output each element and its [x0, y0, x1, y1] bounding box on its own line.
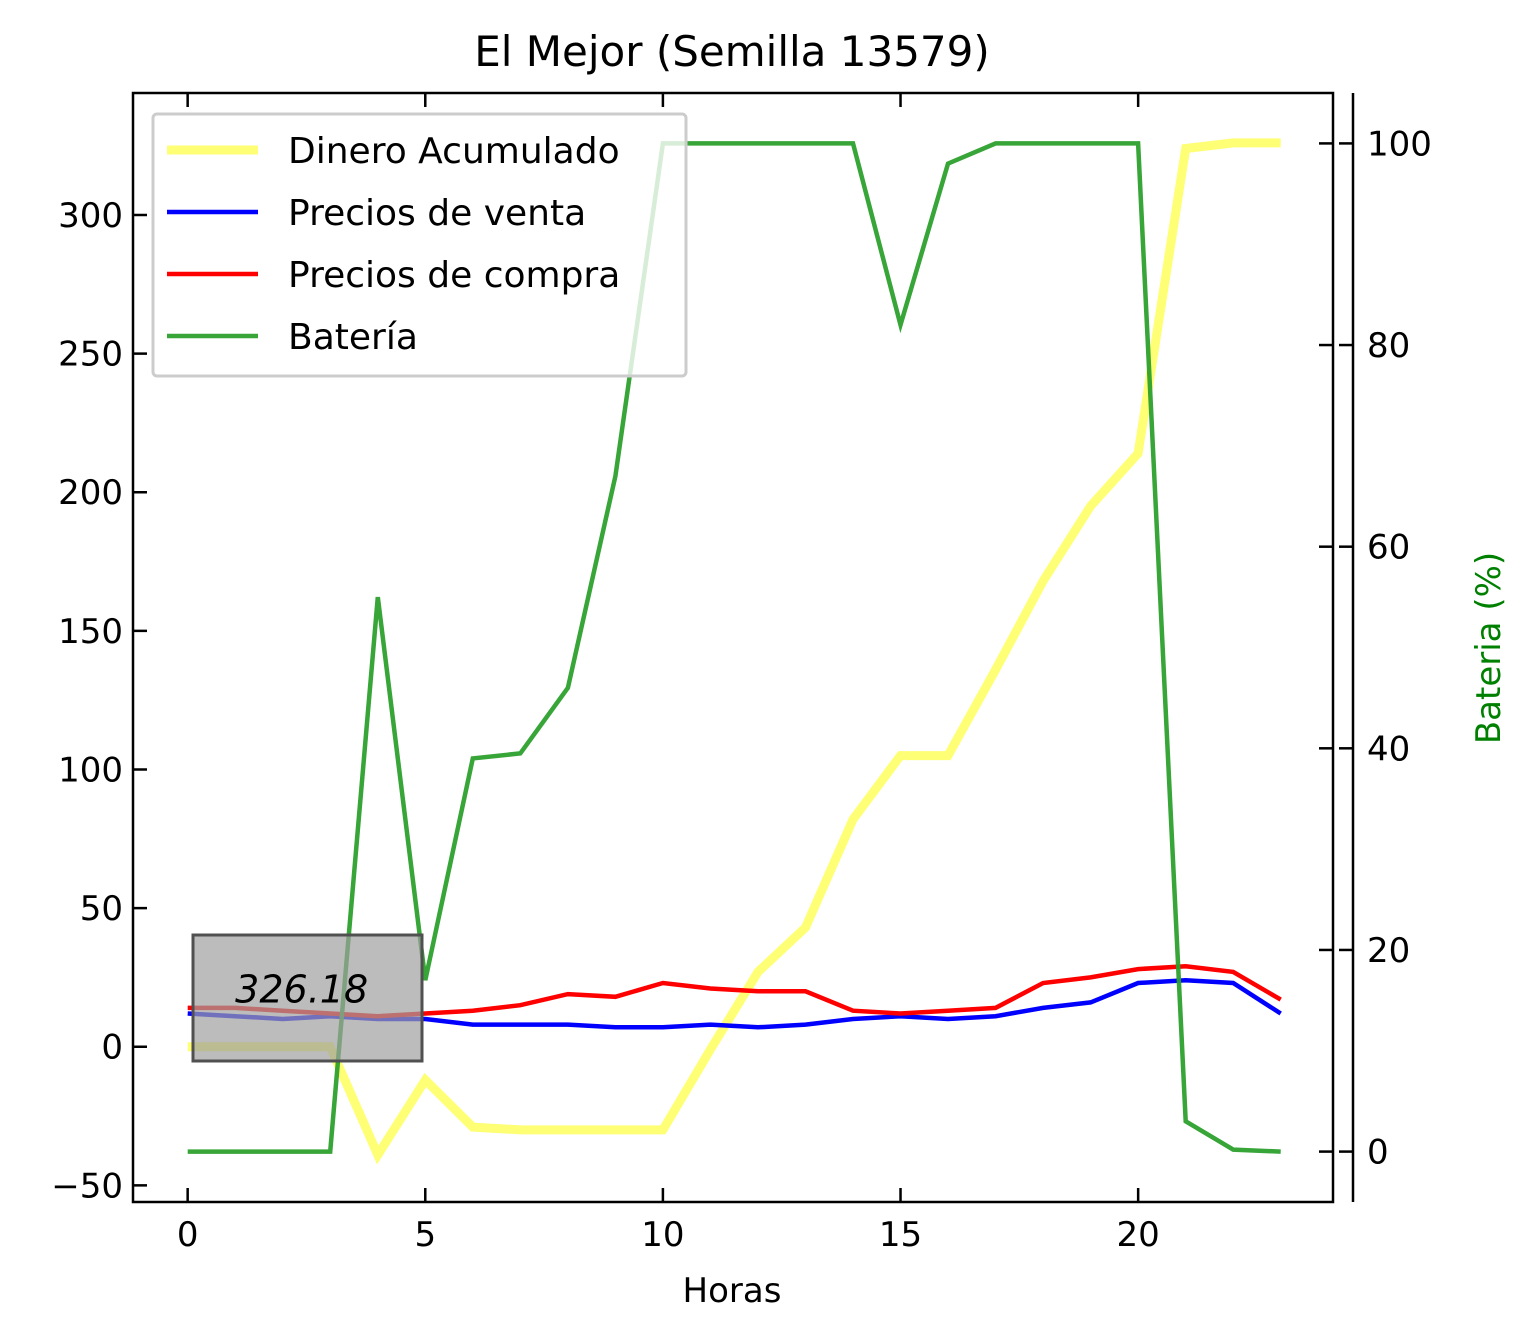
- legend-label: Precios de venta: [288, 193, 586, 234]
- series-line-0: [187, 138, 1281, 1165]
- legend-box: [151, 112, 688, 378]
- y2-tick-label: 80: [1367, 326, 1410, 366]
- x-tick-label: 20: [1117, 1215, 1160, 1255]
- legend: Dinero Acumulado Precios de venta Precios …: [151, 112, 688, 378]
- x-tick-label: 15: [879, 1215, 922, 1255]
- x-tick-label: 10: [641, 1215, 684, 1255]
- legend-label: Batería: [288, 317, 418, 358]
- y-tick-label: 50: [80, 889, 123, 929]
- chart-title: El Mejor (Semilla 13579): [474, 27, 990, 76]
- y-tick-label: −50: [51, 1166, 123, 1206]
- annotation-box: [191, 933, 424, 1063]
- y-tick-label: 100: [58, 750, 123, 790]
- y2-tick-label: 0: [1367, 1133, 1389, 1173]
- legend-label: Precios de compra: [288, 255, 620, 296]
- axes: 0 5 10 15 20 −50 0 50 100 150 200 250 300 0 20 40 60 80 10…: [51, 91, 1432, 1255]
- y-tick-label: 0: [101, 1028, 123, 1068]
- x-tick-label: 5: [414, 1215, 436, 1255]
- x-axis-label: Horas: [683, 1271, 782, 1311]
- y2-tick-label: 60: [1367, 528, 1410, 568]
- y-tick-label: 250: [58, 335, 123, 375]
- y2-axis-label: Bateria (%): [1469, 552, 1509, 744]
- annotations: 326.18: [191, 933, 424, 1063]
- y-tick-label: 200: [58, 473, 123, 513]
- axes-frame: [131, 91, 1335, 1204]
- y2-tick-label: 100: [1367, 124, 1432, 164]
- annotation-text: 326.18: [235, 967, 368, 1011]
- y2-tick-label: 20: [1367, 931, 1410, 971]
- y-tick-label: 150: [58, 612, 123, 652]
- x-tick-label: 0: [177, 1215, 199, 1255]
- legend-label: Dinero Acumulado: [288, 131, 620, 172]
- y-tick-label: 300: [58, 196, 123, 236]
- y2-tick-label: 40: [1367, 729, 1410, 769]
- series-line-3: [187, 141, 1281, 1154]
